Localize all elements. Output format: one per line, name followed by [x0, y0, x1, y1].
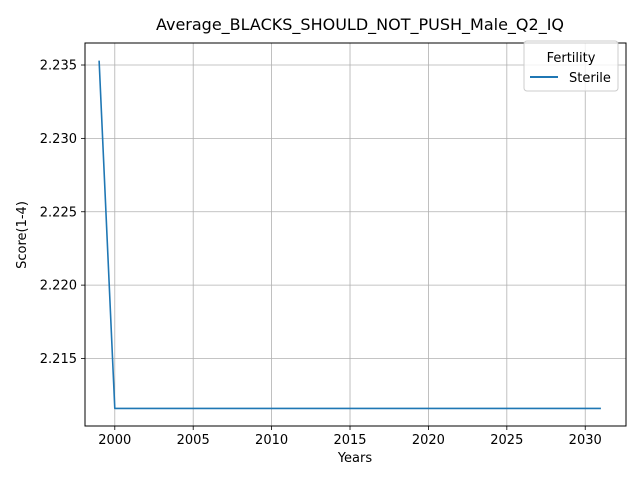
x-tick-label: 2025 [490, 433, 523, 448]
y-tick-label: 2.230 [40, 132, 77, 147]
x-tick-label: 2005 [177, 433, 210, 448]
x-tick-label: 2030 [569, 433, 602, 448]
legend-label-sterile: Sterile [569, 71, 611, 86]
y-axis-title: Score(1-4) [15, 201, 30, 269]
y-tick-label: 2.235 [40, 59, 77, 74]
x-tick-label: 2010 [255, 433, 288, 448]
legend-title: Fertility [547, 51, 596, 66]
x-tick-label: 2020 [412, 433, 445, 448]
chart-title: Average_BLACKS_SHOULD_NOT_PUSH_Male_Q2_I… [156, 15, 564, 35]
x-tick-label: 2015 [333, 433, 366, 448]
y-tick-label: 2.225 [40, 205, 77, 220]
y-tick-label: 2.220 [40, 279, 77, 294]
legend: Fertility Sterile [524, 41, 618, 91]
x-axis-title: Years [337, 451, 373, 466]
x-tick-label: 2000 [98, 433, 131, 448]
y-tick-label: 2.215 [40, 352, 77, 367]
